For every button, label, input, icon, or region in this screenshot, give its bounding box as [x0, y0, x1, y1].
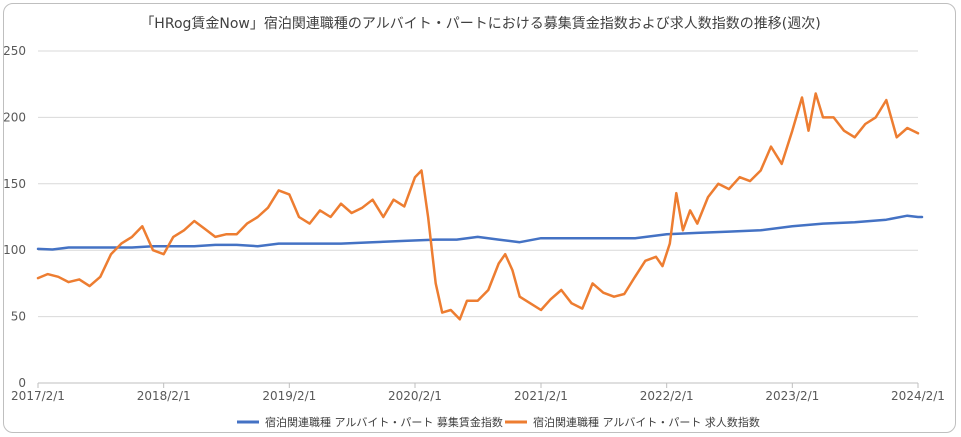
legend: 宿泊関連職種 アルバイト・パート 募集賃金指数 宿泊関連職種 アルバイト・パート … — [237, 415, 760, 429]
x-tick-label: 2017/2/1 — [11, 389, 65, 403]
y-tick-label: 200 — [3, 110, 26, 124]
x-tick-label: 2021/2/1 — [514, 389, 568, 403]
x-tick-label: 2023/2/1 — [765, 389, 819, 403]
x-tick-label: 2022/2/1 — [640, 389, 694, 403]
chart-title: 「HRog賃金Now」宿泊関連職種のアルバイト・パートにおける募集賃金指数および… — [140, 16, 821, 32]
chart-frame — [3, 3, 956, 433]
x-axis-ticks: 2017/2/1 2018/2/1 2019/2/1 2020/2/1 2021/2/1… — [11, 383, 945, 403]
x-tick-label: 2019/2/1 — [262, 389, 316, 403]
y-tick-label: 250 — [3, 44, 26, 58]
series-lines — [36, 92, 924, 321]
series-line-2 — [36, 92, 920, 321]
legend-label-1: 宿泊関連職種 アルバイト・パート 募集賃金指数 — [265, 415, 503, 429]
gridlines — [38, 50, 918, 384]
series-line-1 — [36, 214, 924, 251]
y-tick-label: 50 — [11, 310, 26, 324]
y-tick-label: 0 — [18, 376, 26, 390]
x-tick-label: 2020/2/1 — [388, 389, 442, 403]
x-tick-label: 2018/2/1 — [137, 389, 191, 403]
legend-label-2: 宿泊関連職種 アルバイト・パート 求人数指数 — [533, 415, 760, 429]
y-tick-label: 100 — [3, 243, 26, 257]
x-tick-label: 2024/2/1 — [891, 389, 945, 403]
y-tick-label: 150 — [3, 177, 26, 191]
y-axis-ticks: 0 50 100 150 200 250 — [3, 44, 26, 390]
